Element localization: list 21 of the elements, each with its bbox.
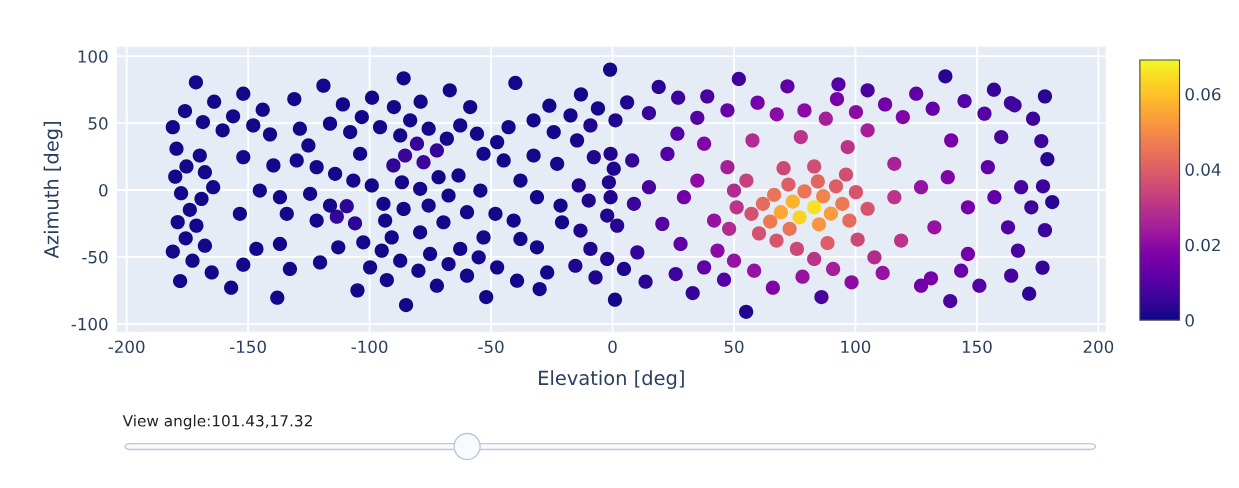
color-bar-label: 0.04 [1185, 163, 1221, 176]
x-tick-label: 100 [841, 340, 871, 354]
y-tick-label: 50 [88, 117, 108, 130]
color-bar-label: 0.02 [1185, 238, 1220, 252]
text: View angle:101.43,17.32 [122, 414, 312, 430]
x-tick-label: 200 [1083, 340, 1114, 354]
color-bar-label: 0 [1185, 314, 1194, 327]
x-tick-label: -150 [230, 340, 266, 354]
x-tick-label: 50 [724, 340, 744, 354]
color-bar-label: 0.06 [1185, 87, 1221, 101]
y-tick-label: -100 [71, 317, 108, 331]
y-tick-label: -50 [82, 250, 108, 264]
y-tick-label: 0 [99, 183, 108, 197]
x-tick-label: 0 [608, 340, 617, 354]
y-tick-label: 100 [78, 50, 108, 63]
x-tick-label: -50 [478, 340, 504, 354]
x-axis-title: Elevation [deg] [539, 370, 684, 390]
x-tick-label: 150 [962, 340, 992, 354]
y-axis-title: Azimuth [deg] [43, 121, 63, 259]
x-tick-label: -200 [108, 340, 145, 354]
x-tick-label: -100 [351, 340, 388, 354]
